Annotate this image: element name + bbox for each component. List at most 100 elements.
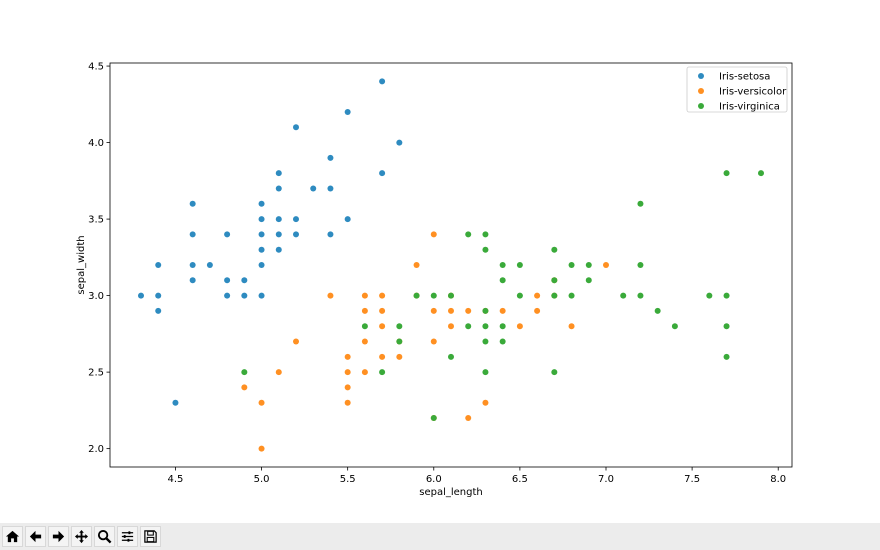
data-point: [344, 369, 351, 376]
data-point: [499, 262, 506, 268]
data-point: [430, 231, 437, 238]
x-tick-label: 8.0: [770, 474, 786, 485]
data-point: [224, 292, 231, 299]
data-point: [275, 216, 282, 223]
data-point: [430, 307, 437, 314]
data-point: [258, 262, 265, 268]
data-point: [361, 369, 368, 376]
data-point: [723, 292, 730, 299]
home-button[interactable]: [2, 526, 23, 547]
data-point: [155, 307, 162, 314]
data-point: [379, 292, 386, 299]
forward-button[interactable]: [48, 526, 69, 547]
data-point: [258, 292, 265, 299]
data-point: [585, 277, 592, 284]
floppy-disk-icon: [144, 530, 157, 543]
data-point: [327, 185, 334, 192]
x-tick-label: 5.5: [340, 474, 356, 485]
data-point: [654, 307, 661, 314]
data-point: [206, 262, 213, 268]
legend-label: Iris-versicolor: [719, 87, 787, 98]
y-tick-label: 4.5: [88, 62, 104, 73]
data-point: [671, 323, 678, 330]
data-point: [430, 338, 437, 345]
data-point: [327, 292, 334, 299]
data-point: [293, 216, 299, 223]
data-point: [189, 277, 196, 284]
arrow-right-icon: [52, 530, 65, 543]
data-point: [258, 231, 265, 238]
data-point: [258, 399, 265, 406]
y-tick-label: 3.0: [88, 291, 104, 302]
data-point: [516, 323, 523, 330]
data-point: [361, 338, 368, 345]
x-axis-label: sepal_length: [419, 487, 483, 498]
data-point: [275, 231, 282, 238]
data-point: [568, 262, 575, 268]
data-point: [499, 338, 506, 345]
data-point: [448, 307, 454, 314]
data-point: [516, 262, 523, 268]
data-point: [293, 124, 299, 131]
data-point: [482, 307, 489, 314]
y-tick-label: 3.5: [88, 215, 104, 226]
data-point: [189, 262, 196, 268]
x-tick-label: 6.5: [512, 474, 528, 485]
data-point: [551, 277, 558, 284]
data-point: [637, 292, 644, 299]
data-point: [448, 323, 454, 330]
data-point: [465, 323, 472, 330]
y-tick-label: 2.0: [88, 444, 104, 455]
move-icon: [74, 529, 89, 544]
data-point: [499, 307, 506, 314]
data-point: [241, 369, 248, 376]
data-point: [293, 231, 299, 238]
data-point: [189, 231, 196, 238]
data-point: [258, 445, 265, 452]
data-point: [551, 246, 558, 253]
save-button[interactable]: [140, 526, 161, 547]
data-point: [224, 231, 231, 238]
data-point: [379, 170, 386, 177]
arrow-left-icon: [29, 530, 42, 543]
data-point: [482, 231, 489, 238]
data-point: [396, 323, 403, 330]
data-point: [138, 292, 144, 299]
data-point: [534, 292, 541, 299]
data-point: [344, 353, 351, 360]
data-point: [293, 338, 299, 345]
data-point: [241, 277, 248, 284]
data-point: [534, 307, 541, 314]
legend-label: Iris-virginica: [719, 102, 780, 113]
data-point: [413, 292, 420, 299]
data-point: [568, 292, 575, 299]
pan-button[interactable]: [71, 526, 92, 547]
data-point: [551, 369, 558, 376]
data-point: [637, 200, 644, 207]
axes-frame: [109, 62, 793, 468]
data-point: [258, 200, 265, 207]
data-point: [379, 369, 386, 376]
data-point: [723, 170, 730, 177]
data-point: [379, 78, 386, 85]
zoom-button[interactable]: [94, 526, 115, 547]
data-point: [482, 399, 489, 406]
data-point: [499, 323, 506, 330]
legend-frame: [686, 66, 788, 113]
legend-marker: [698, 73, 704, 79]
y-axis-ticks: 2.0 2.5 3.0 3.5 4.0 4.5: [88, 62, 110, 455]
data-point: [258, 216, 265, 223]
data-point: [258, 246, 265, 253]
data-point: [396, 139, 403, 146]
data-point: [620, 292, 627, 299]
data-point: [723, 353, 730, 360]
configure-subplots-button[interactable]: [117, 526, 138, 547]
data-point: [723, 323, 730, 330]
data-point: [430, 292, 437, 299]
data-point: [275, 246, 282, 253]
data-point: [482, 246, 489, 253]
data-point: [637, 262, 644, 268]
back-button[interactable]: [25, 526, 46, 547]
data-point: [327, 231, 334, 238]
data-point: [344, 216, 351, 223]
